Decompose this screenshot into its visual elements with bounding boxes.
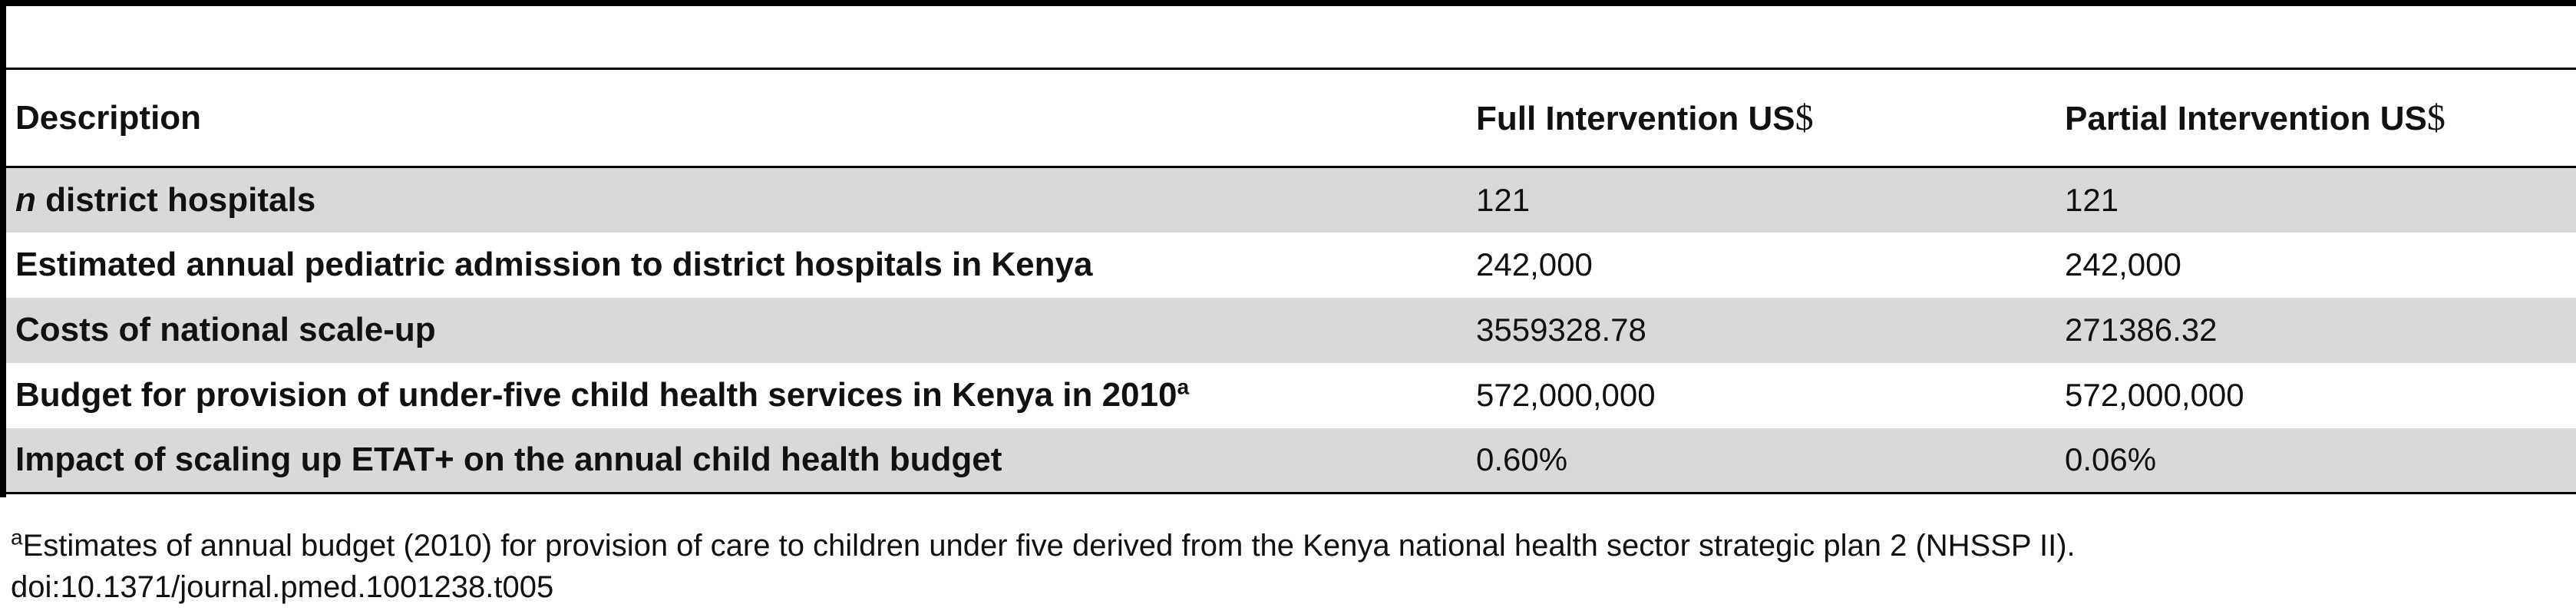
row-description: Estimated annual pediatric admission to … — [15, 246, 1093, 283]
table-row: Budget for provision of under-five child… — [6, 363, 2576, 428]
doi-line: doi:10.1371/journal.pmed.1001238.t005 — [11, 570, 554, 604]
row-full-value: 0.60% — [1476, 441, 1568, 478]
table-row: Costs of national scale-up 3559328.78 27… — [6, 297, 2576, 363]
footnote-marker: a — [1177, 375, 1190, 399]
row-description: n district hospitals — [6, 167, 1467, 233]
row-description: Impact of scaling up ETAT+ on the annual… — [15, 441, 1002, 479]
row-partial-value: 0.06% — [2065, 441, 2157, 478]
left-border-rule — [0, 0, 6, 497]
header-row: Description Full Intervention US$ Partia… — [6, 68, 2576, 167]
table-footnote: aEstimates of annual budget (2010) for p… — [11, 525, 2076, 608]
row-full-value: 572,000,000 — [1476, 377, 1656, 413]
header-partial-currency: $ — [2426, 97, 2446, 138]
header-full-currency: $ — [1795, 97, 1814, 138]
row-description: Budget for provision of under-five child… — [6, 363, 1467, 428]
header-full-label: Full Intervention US — [1476, 100, 1795, 137]
table-body: n district hospitals 121 121 Estimated a… — [6, 167, 2576, 494]
header-partial-intervention: Partial Intervention US$ — [2056, 69, 2576, 167]
header-full-intervention: Full Intervention US$ — [1467, 69, 2056, 167]
row-full-value: 3559328.78 — [1476, 312, 1646, 348]
row-description: Costs of national scale-up — [15, 311, 436, 348]
row-italic-prefix: n — [15, 180, 36, 219]
table-header: Description Full Intervention US$ Partia… — [6, 68, 2576, 167]
header-description: Description — [15, 98, 202, 137]
table-row: n district hospitals 121 121 — [6, 167, 2576, 233]
row-full-value: 242,000 — [1476, 246, 1593, 282]
cost-table: Description Full Intervention US$ Partia… — [6, 68, 2576, 494]
row-partial-value: 121 — [2065, 181, 2119, 218]
cost-table-container: Description Full Intervention US$ Partia… — [6, 68, 2576, 494]
footnote-marker: a — [11, 525, 23, 550]
row-full-value: 121 — [1476, 181, 1531, 218]
row-partial-value: 271386.32 — [2065, 312, 2218, 348]
top-border-rule — [6, 0, 2576, 6]
row-description-text: Budget for provision of under-five child… — [15, 376, 1177, 414]
footnote-line: aEstimates of annual budget (2010) for p… — [11, 525, 2076, 566]
header-partial-label: Partial Intervention US — [2065, 100, 2427, 137]
row-partial-value: 572,000,000 — [2065, 377, 2244, 413]
table-row: Estimated annual pediatric admission to … — [6, 233, 2576, 298]
footnote-text: Estimates of annual budget (2010) for pr… — [22, 529, 2076, 563]
table-row: Impact of scaling up ETAT+ on the annual… — [6, 427, 2576, 494]
row-description-text: district hospitals — [35, 180, 316, 219]
row-partial-value: 242,000 — [2065, 246, 2181, 282]
